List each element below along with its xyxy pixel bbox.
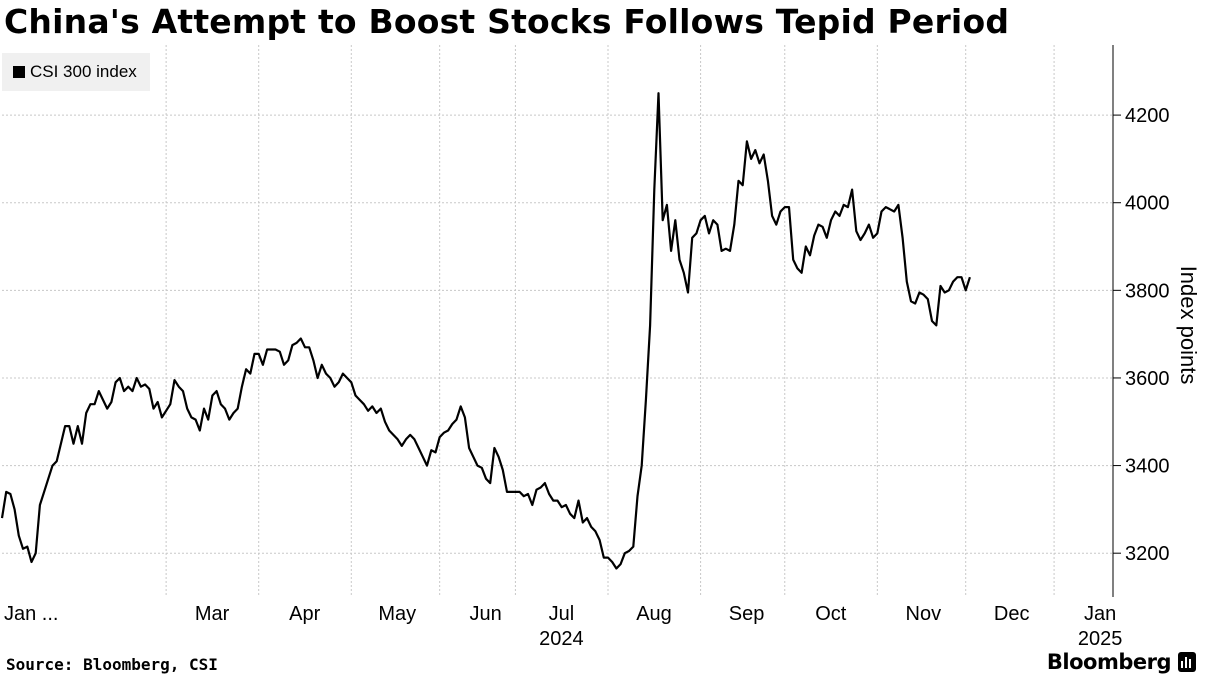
bloomberg-terminal-icon: [1178, 652, 1196, 672]
y-tick-label: 3200: [1125, 543, 1170, 565]
y-tick-label: 4000: [1125, 193, 1170, 215]
source-note: Source: Bloomberg, CSI: [6, 655, 218, 674]
x-tick-label: May: [378, 603, 416, 625]
chart-title: China's Attempt to Boost Stocks Follows …: [4, 2, 1010, 41]
y-tick-label: 3600: [1125, 368, 1170, 390]
x-tick-label: Mar: [195, 603, 230, 625]
x-tick-year-label: 2025: [1078, 628, 1123, 650]
x-tick-label: Jun: [470, 603, 502, 625]
y-tick-label: 4200: [1125, 105, 1170, 127]
x-tick-label: Apr: [289, 603, 320, 625]
y-tick-label: 3800: [1125, 280, 1170, 302]
x-tick-label: Oct: [815, 603, 847, 625]
brand-wordmark: Bloomberg: [1046, 650, 1172, 674]
y-axis-title: Index points: [1176, 266, 1201, 385]
x-tick-label: Jan: [1084, 603, 1116, 625]
legend: CSI 300 index: [2, 53, 150, 91]
series-line-csi-300: [0, 92, 971, 570]
y-tick-label: 3400: [1125, 456, 1170, 478]
x-tick-label: Dec: [994, 603, 1030, 625]
legend-label: CSI 300 index: [30, 62, 137, 81]
x-tick-year-label: 2024: [539, 628, 584, 650]
x-tick-label: Jul: [549, 603, 575, 625]
legend-swatch: [13, 66, 25, 78]
x-tick-label: Nov: [906, 603, 942, 625]
x-tick-label: Sep: [729, 603, 765, 625]
x-tick-label: Aug: [636, 603, 672, 625]
x-tick-label: Jan ...: [4, 603, 58, 625]
